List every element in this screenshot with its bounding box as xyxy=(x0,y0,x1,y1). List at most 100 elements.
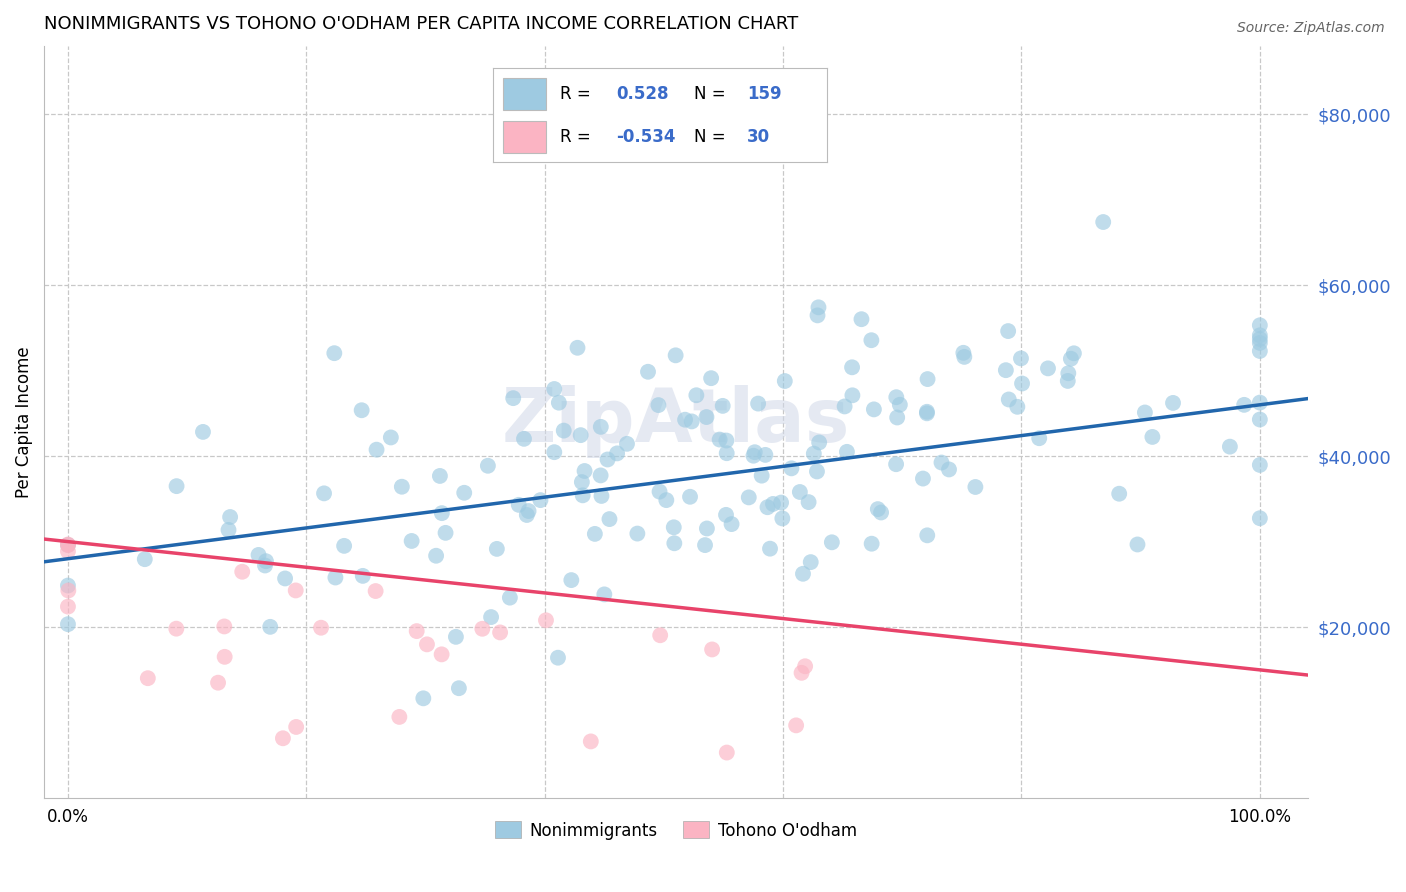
Point xyxy=(543,445,565,459)
Point xyxy=(917,372,939,386)
Point xyxy=(529,493,551,508)
Point xyxy=(716,746,738,760)
Point xyxy=(806,309,828,323)
Point xyxy=(430,648,453,662)
Point xyxy=(655,493,678,508)
Point xyxy=(274,571,297,585)
Point xyxy=(1133,405,1156,419)
Point xyxy=(1219,440,1241,454)
Point xyxy=(696,521,718,535)
Point xyxy=(571,488,593,502)
Point xyxy=(720,517,742,532)
Point xyxy=(364,584,387,599)
Point xyxy=(56,544,79,558)
Point xyxy=(1249,335,1271,350)
Point xyxy=(709,433,731,447)
Point xyxy=(430,506,453,520)
Point xyxy=(547,395,569,409)
Point xyxy=(596,452,619,467)
Point xyxy=(447,681,470,696)
Point xyxy=(693,538,716,552)
Point xyxy=(1249,412,1271,426)
Point xyxy=(884,457,907,471)
Point xyxy=(513,432,536,446)
Point xyxy=(1249,343,1271,358)
Point xyxy=(808,435,831,450)
Point xyxy=(207,675,229,690)
Point xyxy=(679,490,702,504)
Text: NONIMMIGRANTS VS TOHONO O'ODHAM PER CAPITA INCOME CORRELATION CHART: NONIMMIGRANTS VS TOHONO O'ODHAM PER CAPI… xyxy=(44,15,799,33)
Point xyxy=(1249,511,1271,525)
Point xyxy=(56,617,79,632)
Point xyxy=(165,622,187,636)
Point xyxy=(616,437,638,451)
Point xyxy=(56,578,79,592)
Point xyxy=(1060,351,1083,366)
Point xyxy=(931,456,953,470)
Point xyxy=(350,403,373,417)
Point xyxy=(1028,431,1050,445)
Point xyxy=(247,548,270,562)
Point xyxy=(429,469,451,483)
Point xyxy=(938,462,960,476)
Point xyxy=(593,587,616,601)
Point xyxy=(889,398,911,412)
Point xyxy=(284,583,307,598)
Point xyxy=(214,649,236,664)
Point xyxy=(803,447,825,461)
Point xyxy=(425,549,447,563)
Point xyxy=(380,430,402,444)
Point xyxy=(770,495,793,509)
Point xyxy=(695,410,717,425)
Point xyxy=(716,446,738,460)
Point xyxy=(412,691,434,706)
Point xyxy=(56,599,79,614)
Point xyxy=(851,312,873,326)
Point xyxy=(1011,376,1033,391)
Point xyxy=(547,650,569,665)
Point xyxy=(835,445,858,459)
Point xyxy=(762,497,785,511)
Point xyxy=(866,502,889,516)
Point xyxy=(841,388,863,402)
Point xyxy=(219,510,242,524)
Point xyxy=(1007,400,1029,414)
Point xyxy=(191,425,214,439)
Point xyxy=(214,619,236,633)
Point xyxy=(485,541,508,556)
Point xyxy=(789,485,811,500)
Point xyxy=(792,566,814,581)
Point xyxy=(747,396,769,410)
Point xyxy=(134,552,156,566)
Point xyxy=(416,637,439,651)
Point xyxy=(870,506,893,520)
Point xyxy=(673,413,696,427)
Point xyxy=(685,388,707,402)
Point xyxy=(1249,332,1271,346)
Point xyxy=(754,448,776,462)
Point xyxy=(579,734,602,748)
Point xyxy=(626,526,648,541)
Point xyxy=(994,363,1017,377)
Point xyxy=(517,504,540,518)
Point xyxy=(700,642,723,657)
Point xyxy=(543,382,565,396)
Point xyxy=(58,583,80,598)
Point xyxy=(583,527,606,541)
Text: ZipAtlas: ZipAtlas xyxy=(502,385,851,458)
Point xyxy=(997,392,1019,407)
Point xyxy=(637,365,659,379)
Point xyxy=(388,710,411,724)
Point xyxy=(502,391,524,405)
Point xyxy=(1126,537,1149,551)
Point xyxy=(231,565,253,579)
Point xyxy=(1249,328,1271,343)
Point xyxy=(716,434,738,448)
Point xyxy=(700,371,723,385)
Point xyxy=(790,665,813,680)
Point xyxy=(589,420,612,434)
Point xyxy=(1161,396,1184,410)
Point xyxy=(965,480,987,494)
Point xyxy=(997,324,1019,338)
Point xyxy=(1057,366,1080,380)
